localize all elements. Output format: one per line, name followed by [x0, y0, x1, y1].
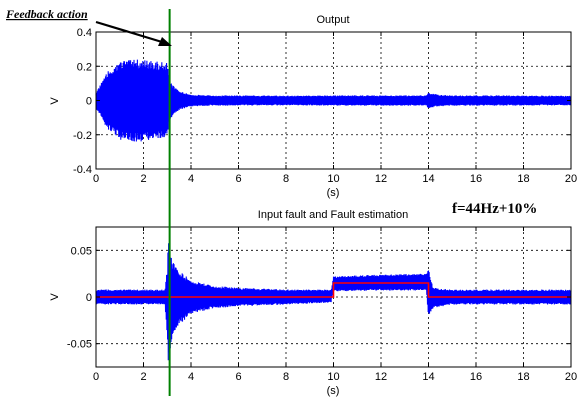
x-tick-label: 6: [235, 173, 241, 185]
x-tick-label: 6: [235, 371, 241, 383]
y-tick-label: -0.2: [73, 130, 92, 142]
x-tick-label: 18: [517, 371, 529, 383]
fault-chart: Input fault and Fault estimation 0 2 4 6 8 10…: [49, 209, 577, 397]
x-tick-label: 8: [283, 371, 289, 383]
output-y-axis-label: V: [49, 97, 61, 105]
x-tick-label: 8: [283, 173, 289, 185]
x-tick-label: 10: [327, 371, 339, 383]
x-tick-label: 2: [140, 173, 146, 185]
output-x-axis-label: (s): [327, 187, 340, 199]
y-tick-label: 0.05: [71, 245, 92, 257]
x-tick-label: 0: [93, 173, 99, 185]
x-tick-label: 0: [93, 371, 99, 383]
x-tick-label: 16: [470, 371, 482, 383]
fault-x-axis-label: (s): [327, 385, 340, 397]
x-tick-label: 14: [422, 371, 434, 383]
fault-chart-title: Input fault and Fault estimation: [258, 209, 408, 221]
y-tick-label: 0.2: [77, 61, 92, 73]
feedback-action-label: Feedback action: [5, 7, 88, 21]
x-tick-label: 16: [470, 173, 482, 185]
y-tick-label: 0: [86, 292, 92, 304]
x-tick-label: 10: [327, 173, 339, 185]
y-tick-label: 0: [86, 96, 92, 108]
fault-y-axis-label: V: [49, 293, 61, 301]
x-tick-label: 4: [188, 173, 194, 185]
y-tick-label: 0.4: [77, 27, 92, 39]
output-chart: Output 0 2 4 6 8 10 12 14 16 18 200.40.20-0.2-0.4 …: [49, 14, 577, 199]
output-chart-title: Output: [316, 14, 349, 26]
frequency-label: f=44Hz+10%: [452, 201, 537, 217]
x-tick-label: 20: [565, 371, 577, 383]
x-tick-label: 14: [422, 173, 434, 185]
x-tick-label: 12: [375, 371, 387, 383]
x-tick-label: 2: [140, 371, 146, 383]
x-tick-label: 12: [375, 173, 387, 185]
y-tick-label: -0.4: [73, 164, 92, 176]
y-tick-label: -0.05: [67, 339, 92, 351]
x-tick-label: 4: [188, 371, 194, 383]
x-tick-label: 20: [565, 173, 577, 185]
x-tick-label: 18: [517, 173, 529, 185]
